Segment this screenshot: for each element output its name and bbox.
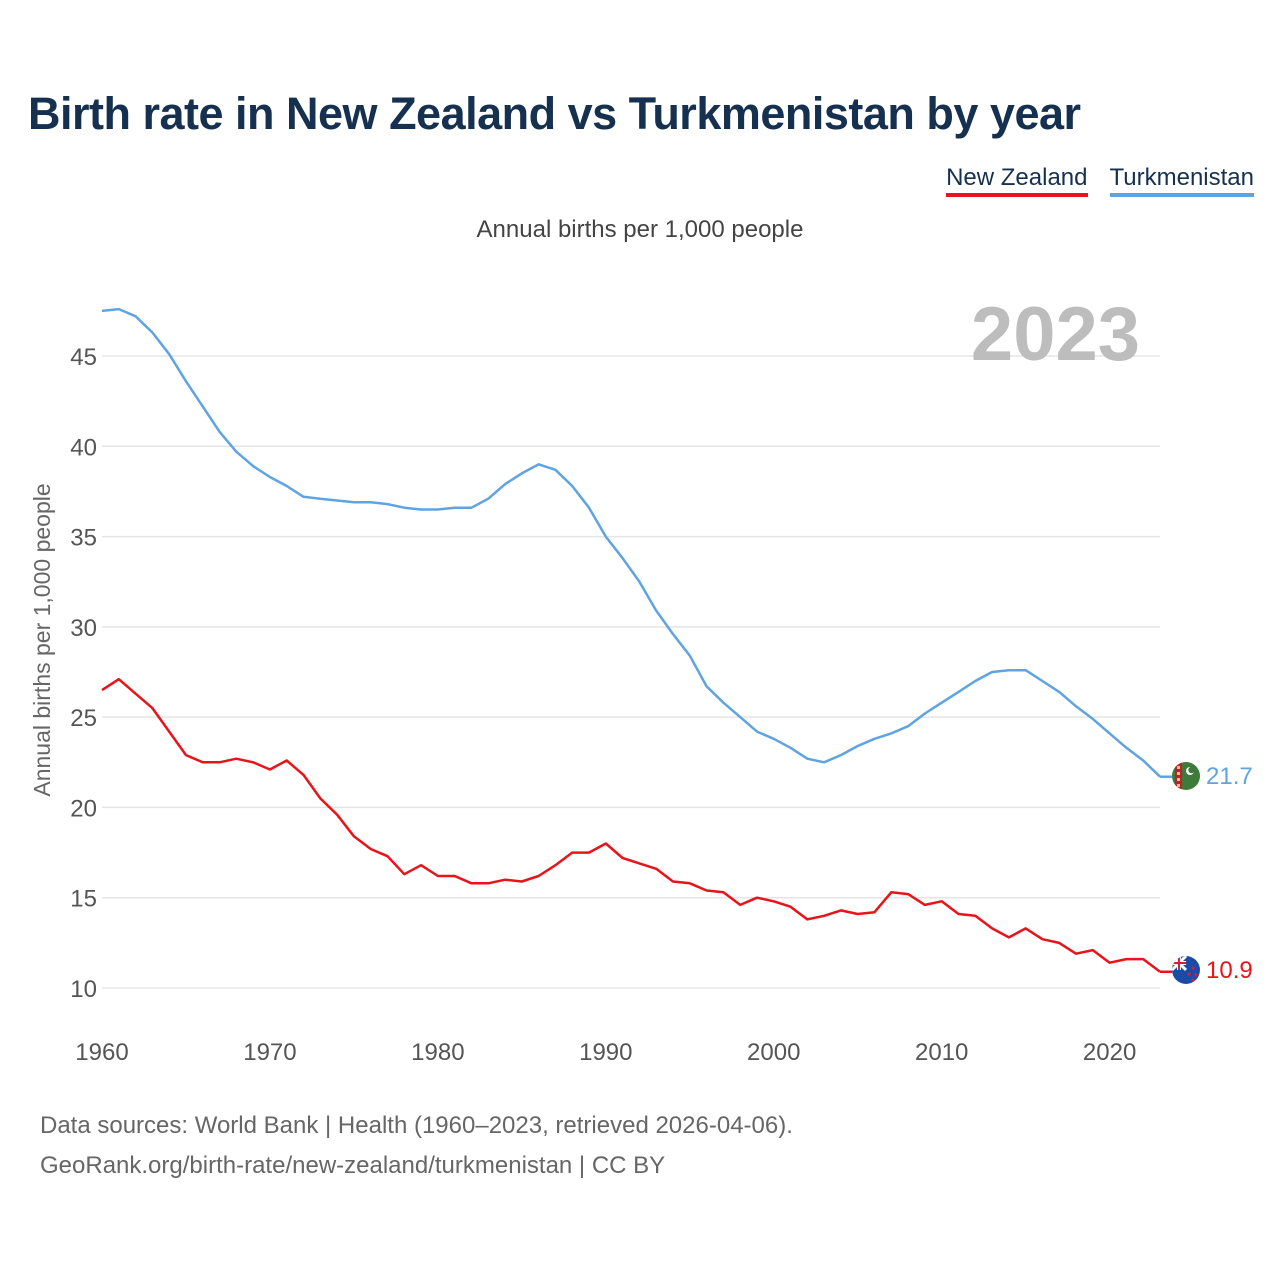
x-tick-label: 1970 [243,1039,296,1066]
turkmenistan-flag-icon [1172,762,1200,790]
year-overlay: 2023 [971,292,1140,377]
y-tick-label: 35 [70,525,97,552]
x-tick-label: 2000 [747,1039,800,1066]
legend-item-turkmenistan[interactable]: Turkmenistan [1109,164,1254,197]
y-axis-label: Annual births per 1,000 people [29,483,55,796]
series-line-new-zealand[interactable] [101,677,1161,973]
end-label-turkmenistan: 21.7 [1206,763,1253,790]
y-tick-label: 45 [70,344,97,371]
x-tick-label: 1960 [75,1039,128,1066]
new-zealand-flag-icon [1172,956,1200,984]
y-tick-label: 25 [70,705,97,732]
x-tick-label: 2020 [1083,1039,1136,1066]
source-line-1: Data sources: World Bank | Health (1960–… [40,1112,793,1139]
y-tick-label: 30 [70,615,97,642]
y-tick-label: 15 [70,886,97,913]
y-tick-label: 40 [70,434,97,461]
series-line-turkmenistan[interactable] [101,307,1161,778]
source-line-2[interactable]: GeoRank.org/birth-rate/new-zealand/turkm… [40,1152,666,1179]
chart-subtitle: Annual births per 1,000 people [476,216,804,243]
page-title: Birth rate in New Zealand vs Turkmenista… [28,88,1081,139]
legend: New Zealand Turkmenistan [946,164,1254,197]
legend-item-new-zealand[interactable]: New Zealand [946,164,1088,197]
y-tick-label: 10 [70,976,97,1003]
x-tick-label: 2010 [915,1039,968,1066]
y-tick-label: 20 [70,795,97,822]
x-tick-label: 1990 [579,1039,632,1066]
x-tick-label: 1980 [411,1039,464,1066]
source-note: Data sources: World Bank | Health (1960–… [40,1106,793,1186]
end-label-new-zealand: 10.9 [1206,957,1253,984]
